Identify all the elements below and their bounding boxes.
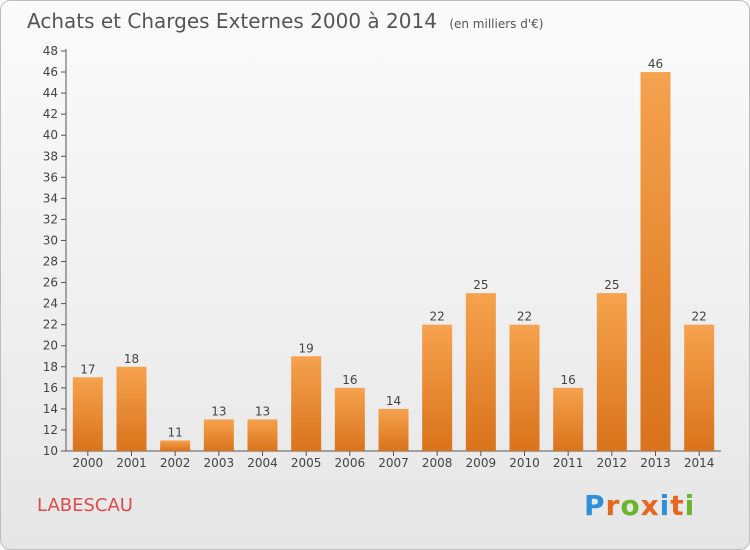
bar-value-label: 16 (561, 373, 576, 387)
y-tick-label: 24 (43, 297, 58, 311)
x-tick-label: 2014 (684, 456, 715, 470)
bar-value-label: 13 (211, 404, 226, 418)
x-tick-label: 2000 (73, 456, 104, 470)
chart-subtitle: (en milliers d'€) (449, 17, 544, 31)
bar (247, 419, 278, 451)
bar (291, 356, 322, 451)
bar-value-label: 18 (124, 352, 139, 366)
x-tick-label: 2003 (204, 456, 235, 470)
bar (116, 366, 147, 451)
bar (684, 324, 715, 451)
y-tick-label: 34 (43, 191, 58, 205)
bar-value-label: 22 (692, 310, 707, 324)
x-tick-label: 2009 (466, 456, 497, 470)
y-tick-label: 42 (43, 107, 58, 121)
y-tick-label: 20 (43, 339, 58, 353)
bar-value-label: 22 (517, 310, 532, 324)
bar (203, 419, 234, 451)
x-tick-label: 2001 (116, 456, 147, 470)
logo-letter: t (670, 489, 685, 522)
logo-letter: P (584, 489, 606, 522)
y-tick-label: 44 (43, 86, 58, 100)
y-tick-label: 32 (43, 212, 58, 226)
bar (596, 293, 627, 451)
x-tick-label: 2011 (553, 456, 584, 470)
bar-value-label: 14 (386, 394, 401, 408)
logo-letter: i (684, 489, 696, 522)
bar-value-label: 17 (80, 362, 95, 376)
y-tick-label: 10 (43, 444, 58, 458)
x-tick-label: 2002 (160, 456, 191, 470)
bar-value-label: 13 (255, 404, 270, 418)
y-tick-label: 22 (43, 318, 58, 332)
bar (465, 293, 496, 451)
bar-value-label: 25 (604, 278, 619, 292)
x-tick-label: 2012 (597, 456, 628, 470)
logo-letter: i (659, 489, 671, 522)
logo-letter: r (605, 489, 621, 522)
x-tick-label: 2010 (509, 456, 540, 470)
y-tick-label: 46 (43, 65, 58, 79)
bar (72, 377, 103, 451)
bar (160, 440, 191, 451)
y-tick-label: 26 (43, 276, 58, 290)
bar (553, 387, 584, 451)
bar-value-label: 16 (342, 373, 357, 387)
x-tick-label: 2013 (640, 456, 671, 470)
y-tick-label: 14 (43, 402, 58, 416)
bar (509, 324, 540, 451)
y-tick-label: 38 (43, 149, 58, 163)
bar-value-label: 19 (299, 341, 314, 355)
y-tick-label: 28 (43, 255, 58, 269)
bar (378, 408, 409, 451)
bar-value-label: 25 (473, 278, 488, 292)
x-tick-label: 2005 (291, 456, 322, 470)
bar (640, 72, 671, 451)
y-tick-label: 16 (43, 381, 58, 395)
commune-name: LABESCAU (37, 495, 133, 516)
proxiti-logo: Proxiti (584, 489, 695, 522)
bar (334, 387, 365, 451)
bar-value-label: 46 (648, 57, 663, 71)
x-tick-label: 2008 (422, 456, 453, 470)
y-tick-label: 40 (43, 128, 58, 142)
y-tick-label: 18 (43, 360, 58, 374)
x-tick-label: 2007 (378, 456, 409, 470)
x-tick-label: 2006 (335, 456, 366, 470)
chart-title-text: Achats et Charges Externes 2000 à 2014 (27, 9, 437, 33)
y-tick-label: 48 (43, 44, 58, 58)
y-tick-label: 12 (43, 423, 58, 437)
x-tick-label: 2004 (247, 456, 278, 470)
logo-letter: o (620, 489, 641, 522)
logo-letter: x (640, 489, 660, 522)
bar (422, 324, 453, 451)
y-tick-label: 30 (43, 233, 58, 247)
chart-title: Achats et Charges Externes 2000 à 2014 (… (27, 9, 543, 33)
bar-value-label: 22 (430, 310, 445, 324)
y-tick-label: 36 (43, 170, 58, 184)
bar-value-label: 11 (168, 425, 183, 439)
